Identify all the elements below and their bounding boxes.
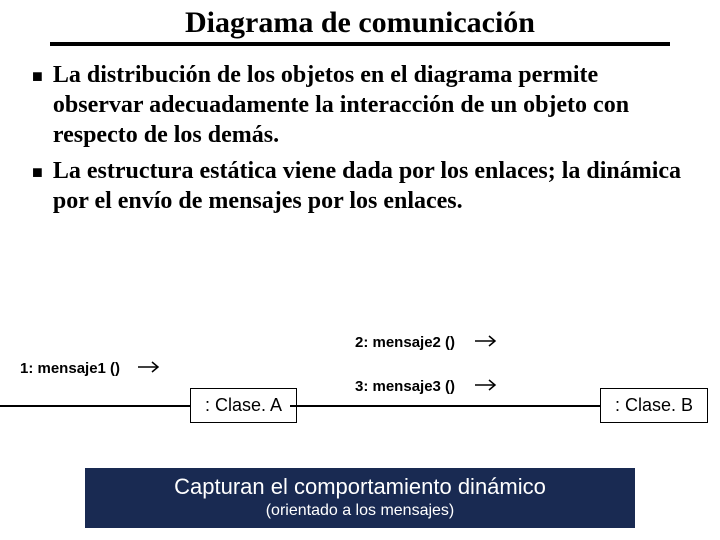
banner-sub-text: (orientado a los mensajes) xyxy=(93,502,627,520)
link-line xyxy=(290,405,600,407)
communication-diagram: 1: mensaje1 () : Clase. A 2: mensaje2 ()… xyxy=(0,330,720,450)
message-3-label: 3: mensaje3 () xyxy=(355,378,455,395)
bullet-square-icon: ■ xyxy=(32,62,43,90)
list-item: ■ La distribución de los objetos en el d… xyxy=(32,60,688,150)
arrow-right-icon xyxy=(475,334,501,348)
arrow-right-icon xyxy=(475,378,501,392)
class-b-box: : Clase. B xyxy=(600,388,708,423)
banner-main-text: Capturan el comportamiento dinámico xyxy=(93,474,627,500)
footer-banner: Capturan el comportamiento dinámico (ori… xyxy=(85,468,635,528)
arrow-right-icon xyxy=(138,360,164,374)
link-line xyxy=(0,405,190,407)
bullet-text: La estructura estática viene dada por lo… xyxy=(53,156,688,216)
bullet-list: ■ La distribución de los objetos en el d… xyxy=(0,56,720,216)
title-underline xyxy=(50,42,670,46)
class-a-box: : Clase. A xyxy=(190,388,297,423)
message-1-label: 1: mensaje1 () xyxy=(20,360,120,377)
page-title: Diagrama de comunicación xyxy=(0,0,720,42)
bullet-square-icon: ■ xyxy=(32,158,43,186)
bullet-text: La distribución de los objetos en el dia… xyxy=(53,60,688,150)
list-item: ■ La estructura estática viene dada por … xyxy=(32,156,688,216)
message-2-label: 2: mensaje2 () xyxy=(355,334,455,351)
